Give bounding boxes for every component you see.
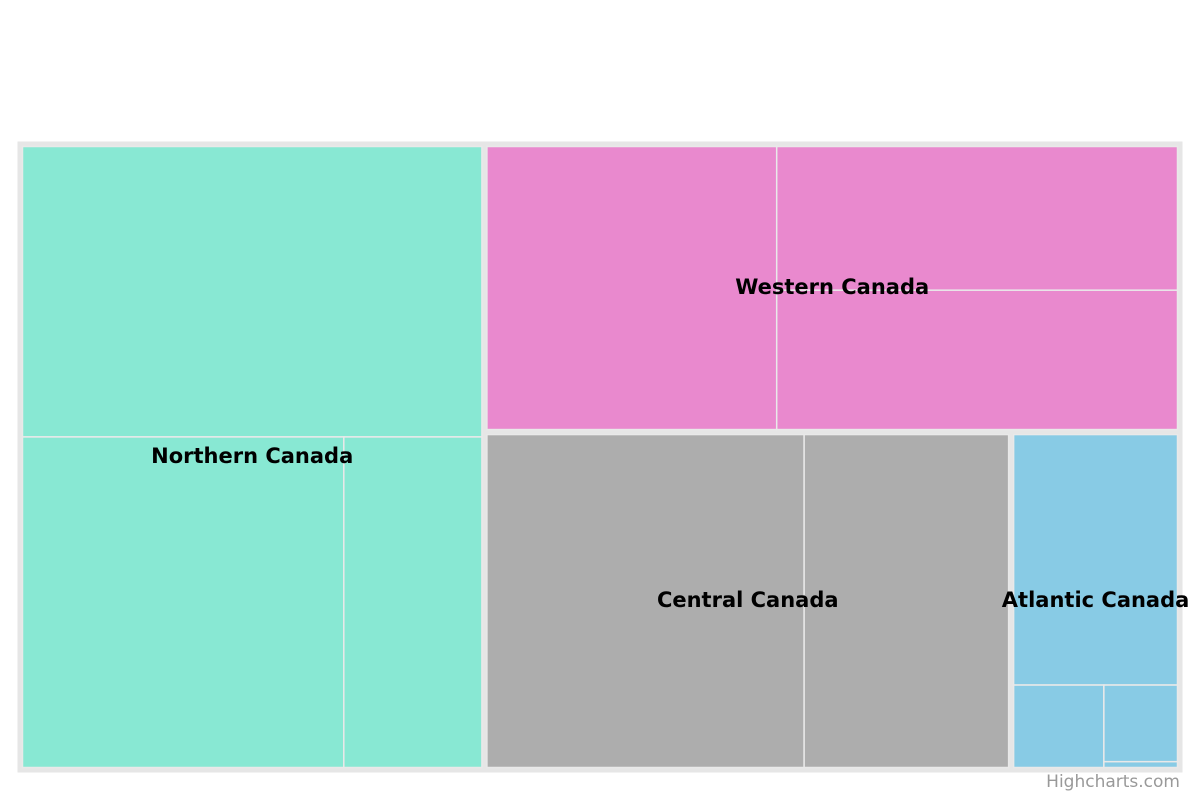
leaf-atlantic-canada-3[interactable] bbox=[1103, 760, 1179, 769]
leaf-northern-canada-1[interactable] bbox=[21, 436, 345, 769]
region-label-central-canada: Central Canada bbox=[657, 588, 839, 612]
leaf-atlantic-canada-1[interactable] bbox=[1012, 684, 1105, 769]
region-label-northern-canada: Northern Canada bbox=[151, 444, 353, 468]
leaf-western-canada-2[interactable] bbox=[775, 289, 1179, 431]
leaves-layer bbox=[21, 145, 1179, 769]
labels-layer: Northern Canada Western Canada Central Can… bbox=[151, 275, 1189, 612]
leaf-atlantic-canada-2[interactable] bbox=[1103, 684, 1179, 763]
region-label-atlantic-canada: Atlantic Canada bbox=[1002, 588, 1190, 612]
region-label-western-canada: Western Canada bbox=[735, 275, 929, 299]
leaf-central-canada-1[interactable] bbox=[803, 433, 1010, 769]
leaf-western-canada-0[interactable] bbox=[486, 145, 778, 431]
leaf-western-canada-1[interactable] bbox=[775, 145, 1179, 291]
leaf-northern-canada-0[interactable] bbox=[21, 145, 483, 438]
leaf-northern-canada-2[interactable] bbox=[343, 436, 483, 769]
leaf-atlantic-canada-0[interactable] bbox=[1012, 433, 1179, 686]
credits-link[interactable]: Highcharts.com bbox=[1046, 772, 1180, 792]
